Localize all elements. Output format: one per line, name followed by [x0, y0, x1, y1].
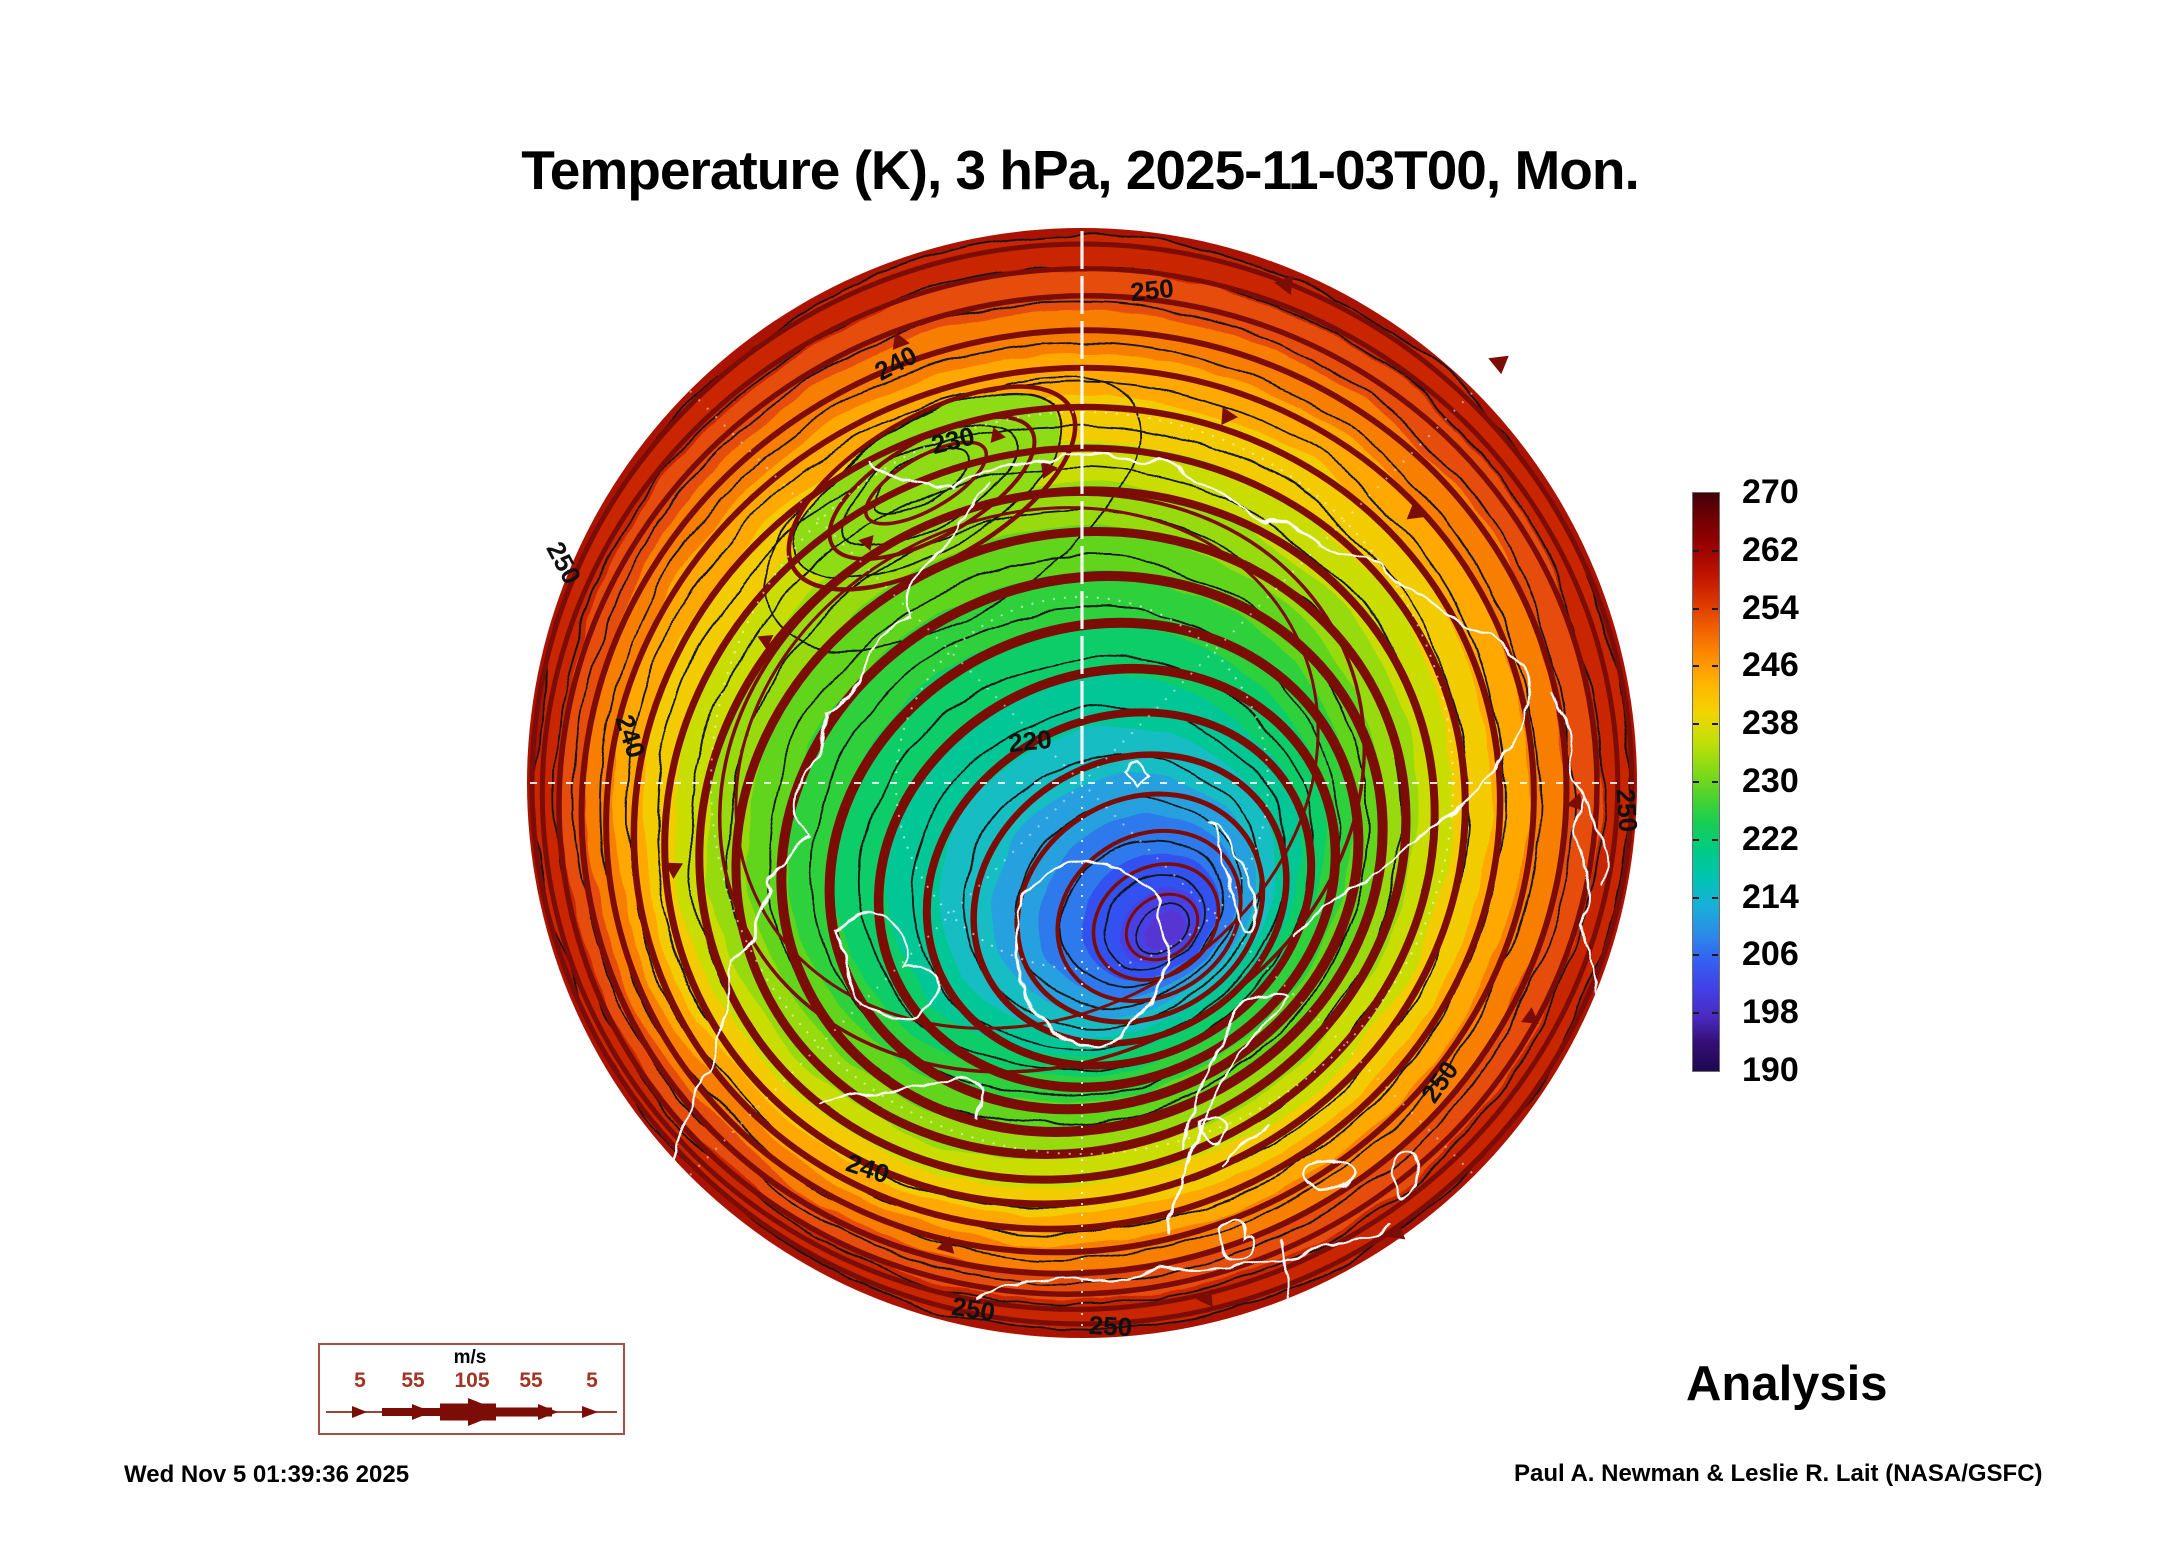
contour-label: 250: [1611, 788, 1642, 833]
colorbar-tick-label: 246: [1742, 646, 1799, 685]
colorbar-gradient: [1692, 492, 1720, 1072]
colorbar-tick-label: 206: [1742, 935, 1799, 974]
contour-label: 250: [1129, 273, 1175, 307]
colorbar-tick-label: 262: [1742, 530, 1799, 569]
wind-speed-value: 55: [519, 1369, 543, 1392]
coastlines: [670, 451, 1618, 1303]
wind-streamlines: [529, 241, 1635, 1327]
colorbar-tick-label: 230: [1742, 762, 1799, 800]
wind-legend: m/s 5 55 105 55 5: [318, 1343, 625, 1435]
plot-title: Temperature (K), 3 hPa, 2025-11-03T00, M…: [521, 139, 1640, 201]
colorbar-tick-label: 198: [1742, 993, 1799, 1032]
wind-arrow-scale: [326, 1398, 617, 1426]
wind-speed-value: 5: [354, 1369, 366, 1392]
generation-timestamp: Wed Nov 5 01:39:36 2025: [124, 1461, 410, 1488]
colorbar-tick-label: 222: [1742, 819, 1799, 858]
colorbar-tick-label: 214: [1742, 877, 1799, 916]
contour-label: 250: [1088, 1310, 1133, 1342]
wind-units-label: m/s: [453, 1347, 487, 1368]
wind-scale-arrows: [352, 1398, 598, 1426]
polar-map: 250 240 230 250 240 220 250 250 240 250 250: [522, 223, 1643, 1343]
graticule: [530, 231, 1634, 1335]
colorbar-tick-label: 238: [1742, 704, 1799, 743]
analysis-label: Analysis: [1686, 1357, 1888, 1411]
colorbar-tick-label: 254: [1742, 588, 1799, 627]
wind-speed-value: 5: [586, 1369, 598, 1392]
credit-text: Paul A. Newman & Leslie R. Lait (NASA/GS…: [1514, 1460, 2043, 1487]
contour-label: 250: [950, 1291, 998, 1327]
wind-speed-value: 55: [401, 1369, 425, 1392]
contour-label: 220: [1007, 724, 1053, 758]
wind-speed-value: 105: [454, 1369, 490, 1392]
colorbar-tick-label: 270: [1742, 473, 1799, 511]
wind-arrowheads: [665, 275, 1584, 1307]
colorbar-tick-label: 190: [1742, 1051, 1799, 1089]
